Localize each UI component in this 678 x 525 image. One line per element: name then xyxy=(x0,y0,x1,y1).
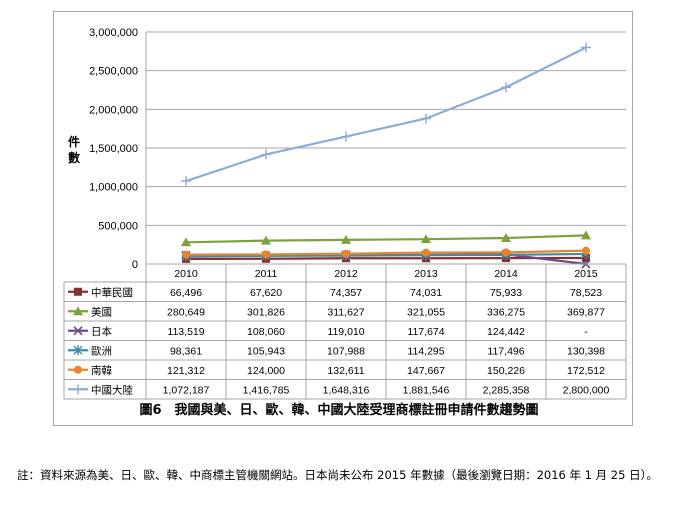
series-line xyxy=(185,46,587,183)
data-label: 369,877 xyxy=(567,306,605,318)
data-label: 75,933 xyxy=(490,287,522,299)
data-label: 311,627 xyxy=(327,306,364,318)
legend-label: 中華民國 xyxy=(91,286,133,299)
chart-figure: 3,000,000 2,500,000 2,000,000 1,500,000 1,00… xyxy=(53,11,633,426)
y-tick-label: 0 xyxy=(132,259,138,271)
data-label: 74,357 xyxy=(330,287,362,299)
data-label: 74,031 xyxy=(410,287,442,299)
legend-label: 南韓 xyxy=(91,364,112,377)
data-label: 98,361 xyxy=(170,345,202,357)
data-label: 280,649 xyxy=(167,306,205,318)
data-point xyxy=(73,306,83,316)
y-tick-label: 1,500,000 xyxy=(89,143,138,155)
x-tick-label: 2014 xyxy=(494,268,518,280)
data-label: 117,496 xyxy=(487,345,524,357)
y-axis-label: 數 xyxy=(68,150,80,165)
data-label: 113,519 xyxy=(167,326,204,338)
data-point xyxy=(182,250,190,259)
data-point xyxy=(501,82,511,93)
legend-label: 歐洲 xyxy=(91,344,112,357)
legend-label: 中國大陸 xyxy=(91,383,133,396)
data-label: 130,398 xyxy=(567,345,605,357)
data-label: 121,312 xyxy=(167,365,205,377)
y-tick-label: 2,500,000 xyxy=(89,66,138,78)
data-label: 105,943 xyxy=(247,345,285,357)
data-point xyxy=(501,232,511,242)
data-point xyxy=(262,250,270,259)
x-tick-label: 2011 xyxy=(255,268,278,280)
data-point xyxy=(421,234,431,244)
data-label: 321,055 xyxy=(407,306,445,318)
data-point xyxy=(342,249,350,258)
footnote: 註：資料來源為美、日、歐、韓、中商標主管機關網站。日本尚未公布 2015 年數據… xyxy=(17,468,658,482)
data-point xyxy=(261,235,271,245)
data-point xyxy=(581,230,591,240)
data-label: 150,226 xyxy=(487,365,525,377)
x-tick-label: 2013 xyxy=(414,268,438,280)
data-label: 117,674 xyxy=(407,326,444,338)
data-label: 114,295 xyxy=(407,345,444,357)
data-point xyxy=(581,42,591,53)
data-label: 132,611 xyxy=(327,365,364,377)
data-point xyxy=(421,113,431,124)
data-label: 2,800,000 xyxy=(563,384,610,396)
data-point xyxy=(73,384,83,395)
y-tick-label: 1,000,000 xyxy=(89,182,138,194)
data-label: 1,416,785 xyxy=(243,384,290,396)
x-tick-label: 2010 xyxy=(174,268,198,280)
data-label: 107,988 xyxy=(327,345,365,357)
y-tick-label: 3,000,000 xyxy=(89,27,138,39)
data-point xyxy=(181,176,191,187)
data-label: 124,000 xyxy=(247,365,285,377)
x-tick-label: 2012 xyxy=(334,268,358,280)
y-axis-label: 件 xyxy=(68,134,80,149)
data-point xyxy=(261,149,271,160)
data-point xyxy=(422,248,430,257)
y-tick-label: 500,000 xyxy=(98,220,138,232)
data-point xyxy=(74,287,82,296)
data-label: 172,512 xyxy=(567,365,605,377)
legend-label: 日本 xyxy=(91,325,112,338)
data-label: 119,010 xyxy=(327,326,364,338)
data-label: 336,275 xyxy=(487,306,525,318)
data-label: 1,648,316 xyxy=(323,384,370,396)
data-point xyxy=(181,237,191,247)
data-point xyxy=(73,345,83,356)
series-line xyxy=(185,252,587,258)
data-label: 2,285,358 xyxy=(483,384,530,396)
data-label: 1,072,187 xyxy=(163,384,210,396)
data-label: 78,523 xyxy=(570,287,602,299)
y-tick-label: 2,000,000 xyxy=(89,104,138,116)
data-label: 124,442 xyxy=(487,326,525,338)
line-chart: 3,000,000 2,500,000 2,000,000 1,500,000 1,00… xyxy=(63,27,627,400)
figure-caption: 圖6 我國與美、日、歐、韓、中國大陸受理商標註冊申請件數趨勢圖 xyxy=(139,403,539,418)
data-label: - xyxy=(584,326,588,338)
data-point xyxy=(74,365,82,374)
x-tick-label: 2015 xyxy=(574,268,598,280)
data-label: 147,667 xyxy=(407,365,445,377)
data-point xyxy=(502,248,510,257)
series-line xyxy=(185,234,587,244)
data-point xyxy=(341,234,351,244)
data-label: 67,620 xyxy=(250,287,282,299)
data-point xyxy=(582,246,590,255)
data-label: 108,060 xyxy=(247,326,285,338)
data-point xyxy=(341,131,351,142)
series-line xyxy=(185,256,587,260)
legend-label: 美國 xyxy=(91,305,112,318)
data-label: 301,826 xyxy=(247,306,285,318)
data-point xyxy=(73,326,83,336)
data-label: 66,496 xyxy=(170,287,202,299)
series-line xyxy=(185,249,587,256)
data-label: 1,881,546 xyxy=(403,384,450,396)
